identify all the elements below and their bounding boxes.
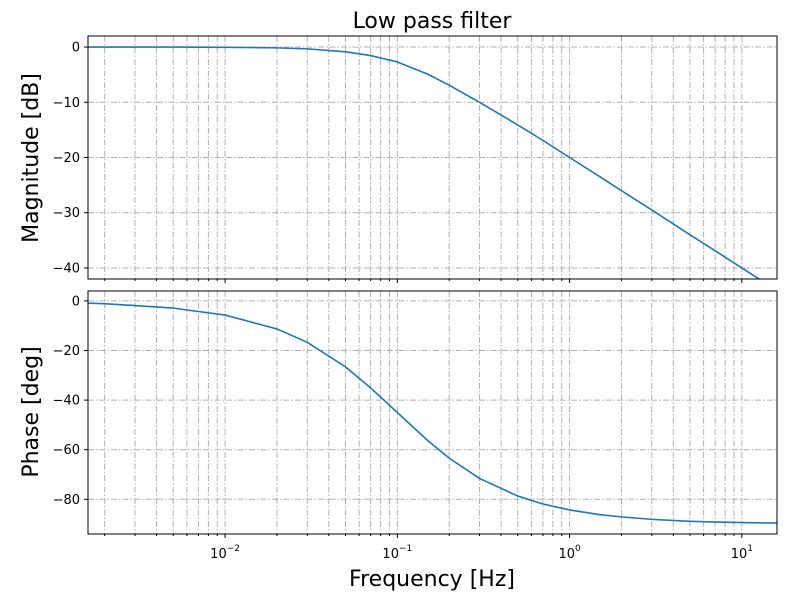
magnitude-ylabel: Magnitude [dB] — [19, 73, 44, 243]
axes-frame — [87, 35, 778, 280]
x-tick-label: 100 — [558, 544, 581, 562]
y-tick-label: −60 — [53, 443, 80, 458]
y-tick-label: −10 — [53, 96, 80, 111]
y-tick-label: 0 — [72, 41, 80, 56]
y-tick-label: −20 — [53, 344, 80, 359]
frequency-xlabel: Frequency [Hz] — [349, 567, 515, 592]
y-tick-label: −40 — [53, 394, 80, 409]
x-tick-label: 10−2 — [210, 544, 240, 562]
grid-lines — [88, 291, 777, 534]
x-tick-label: 10−1 — [382, 544, 412, 562]
y-tick-label: 0 — [72, 294, 80, 309]
grid-lines — [88, 36, 777, 279]
x-tick-label: 101 — [731, 544, 753, 562]
series-line — [88, 302, 777, 524]
y-tick-label: −40 — [53, 261, 80, 276]
chart-title: Low pass filter — [353, 9, 513, 34]
series-line — [88, 46, 761, 279]
y-tick-label: −30 — [53, 206, 80, 221]
y-tick-label: −80 — [53, 493, 80, 508]
axes-frame — [87, 290, 778, 535]
phase-panel: 0 −20 −40 −60 −80 10−2 10−1 100 101 — [53, 290, 778, 562]
y-tick-label: −20 — [53, 151, 80, 166]
phase-ylabel: Phase [deg] — [19, 346, 44, 477]
magnitude-panel: 0 −10 −20 −30 −40 — [53, 35, 778, 283]
